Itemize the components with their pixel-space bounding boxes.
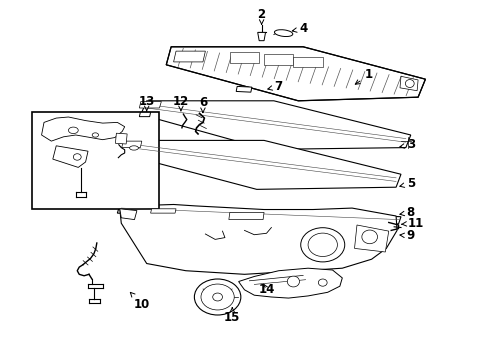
- Ellipse shape: [129, 146, 138, 150]
- Text: 7: 7: [267, 80, 282, 93]
- Ellipse shape: [274, 30, 292, 36]
- Ellipse shape: [68, 127, 78, 134]
- Bar: [32, 112, 159, 209]
- Text: 8: 8: [399, 206, 414, 219]
- Ellipse shape: [361, 230, 377, 244]
- Polygon shape: [120, 204, 396, 274]
- Ellipse shape: [307, 233, 337, 256]
- Polygon shape: [117, 205, 400, 224]
- Polygon shape: [41, 117, 124, 141]
- Polygon shape: [166, 47, 425, 101]
- Polygon shape: [399, 76, 417, 91]
- Text: 10: 10: [130, 292, 150, 311]
- Polygon shape: [115, 133, 127, 144]
- Text: 9: 9: [399, 229, 414, 242]
- Polygon shape: [264, 54, 293, 65]
- Polygon shape: [229, 52, 259, 63]
- Polygon shape: [141, 101, 410, 149]
- Polygon shape: [354, 225, 388, 252]
- Text: 4: 4: [292, 22, 306, 35]
- Text: 5: 5: [399, 177, 414, 190]
- Text: 12: 12: [172, 95, 189, 111]
- Text: 2: 2: [257, 8, 265, 24]
- Ellipse shape: [212, 293, 222, 301]
- Text: 15: 15: [224, 308, 240, 324]
- Ellipse shape: [73, 154, 81, 160]
- Ellipse shape: [201, 284, 234, 310]
- Polygon shape: [123, 140, 400, 189]
- Text: 11: 11: [401, 217, 423, 230]
- Polygon shape: [236, 86, 251, 92]
- Polygon shape: [150, 209, 176, 213]
- Polygon shape: [238, 268, 342, 298]
- Polygon shape: [173, 51, 205, 62]
- Polygon shape: [139, 102, 161, 108]
- Ellipse shape: [92, 133, 98, 137]
- Polygon shape: [53, 146, 88, 167]
- Text: 6: 6: [199, 96, 206, 112]
- Text: 14: 14: [258, 283, 274, 296]
- Text: 3: 3: [399, 138, 414, 151]
- Ellipse shape: [318, 279, 326, 286]
- Ellipse shape: [194, 279, 240, 315]
- Polygon shape: [122, 141, 142, 148]
- Ellipse shape: [287, 276, 299, 287]
- Polygon shape: [139, 112, 150, 117]
- Polygon shape: [257, 32, 265, 41]
- Text: 1: 1: [355, 68, 372, 84]
- Polygon shape: [293, 57, 322, 67]
- Text: 13: 13: [138, 95, 155, 111]
- Ellipse shape: [300, 228, 344, 262]
- Polygon shape: [228, 212, 264, 220]
- Ellipse shape: [405, 80, 413, 87]
- Polygon shape: [120, 209, 137, 220]
